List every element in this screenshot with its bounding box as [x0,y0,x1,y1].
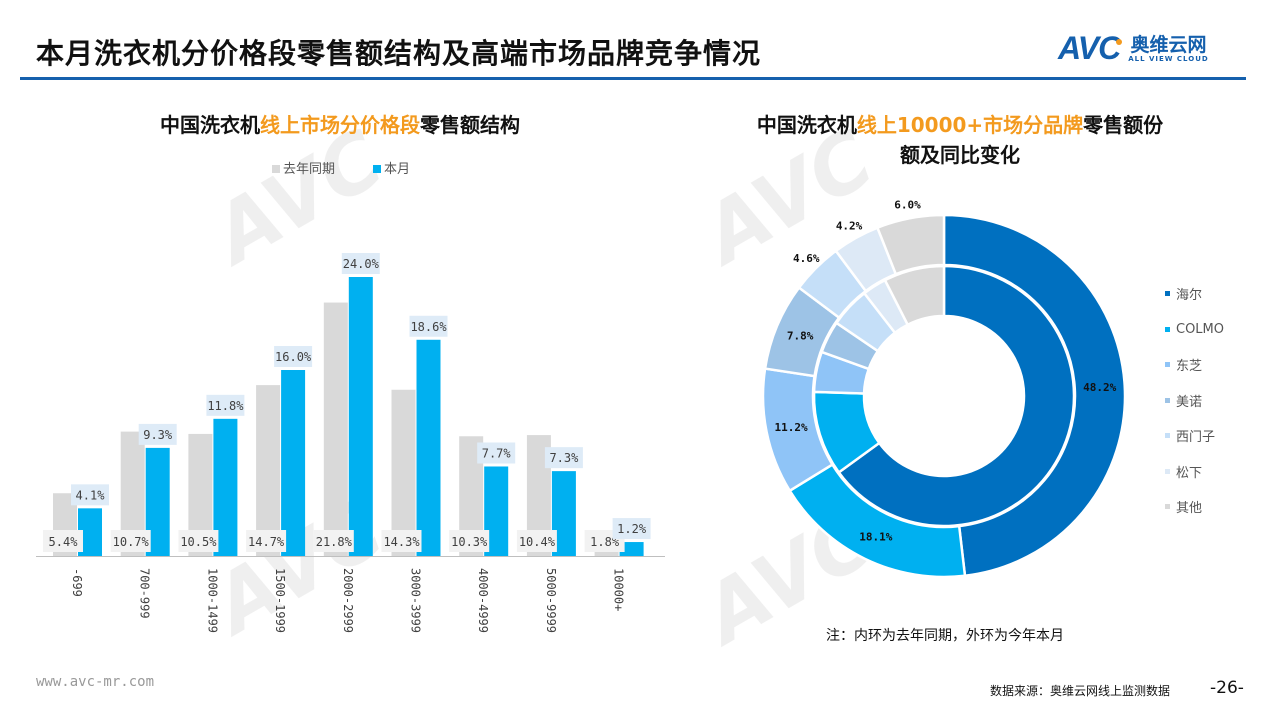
label-box [449,530,490,552]
slice-label: 48.2% [1083,381,1116,394]
x-tick-label: 4000-4999 [476,568,490,633]
data-label-last-year: 1.8% [590,535,620,549]
legend-swatch [1165,468,1170,474]
label-box [43,530,83,552]
x-tick-label: 10000+ [612,568,626,611]
slice-label: 11.2% [775,421,808,434]
legend-item: 美诺 [1165,383,1224,419]
data-label-this-month: 11.8% [207,399,244,413]
legend-label: 西门子 [1176,430,1216,446]
legend-item: 海尔 [1165,276,1224,312]
label-box [544,447,583,469]
x-tick-label: 1000-1499 [205,568,219,633]
chart-note: 注：内环为去年同期，外环为今年本月 [826,628,1064,644]
x-tick-label: 5000-9999 [544,568,558,633]
data-label-this-month: 24.0% [343,257,380,271]
legend-item: 西门子 [1165,418,1224,454]
data-label-this-month: 18.6% [410,320,447,334]
bar-last-year [323,302,348,556]
bar-legend: 去年同期 本月 [272,158,410,177]
bar-last-year [256,385,281,556]
legend-item-last-year: 去年同期 [272,158,335,177]
data-source: 数据来源：奥维云网线上监测数据 [990,684,1171,698]
data-label-last-year: 14.7% [248,535,285,549]
header-divider [20,77,1246,80]
data-label-this-month: 16.0% [275,350,312,364]
legend-swatch [1165,433,1170,439]
label-box [341,253,380,274]
bar-this-month [281,370,306,556]
data-label-last-year: 5.4% [49,535,79,549]
label-box [71,484,109,506]
label-box [206,394,245,416]
legend-swatch [1165,397,1170,403]
bar-this-month [416,339,441,556]
slice-label: 7.8% [787,330,814,343]
label-box [516,530,557,552]
legend-label: 海尔 [1176,288,1203,304]
x-tick-label: 3000-3999 [409,568,423,633]
bar-this-month [348,277,373,556]
outer-slice [875,213,946,276]
legend-item: COLMO [1165,312,1224,348]
legend-swatch [1165,326,1170,332]
legend-item: 其他 [1165,489,1224,525]
data-label-last-year: 10.7% [113,535,150,549]
bar-last-year [391,389,416,556]
slice-label: 18.1% [859,530,892,543]
donut-legend: 海尔 COLMO 东芝美诺西门子松下其他 [1165,276,1224,525]
slice-label: 4.2% [836,220,863,233]
label-box [381,530,422,552]
website-url: www.avc-mr.com [36,674,155,690]
slice-label: 4.6% [793,252,820,265]
legend-swatch [1165,504,1170,510]
data-label-last-year: 14.3% [383,535,420,549]
label-box [178,530,219,552]
label-box [274,346,313,367]
legend-item: 松下 [1165,454,1224,490]
x-tick-label: 700-999 [138,568,152,619]
label-box [313,530,354,552]
data-label-this-month: 1.2% [617,522,647,536]
legend-swatch [1165,291,1170,297]
bar-this-month [619,542,644,556]
page-title: 本月洗衣机分价格段零售额结构及高端市场品牌竞争情况 [36,37,762,70]
data-label-last-year: 21.8% [316,535,353,549]
slice-label: 6.0% [894,198,921,211]
label-box [612,518,651,540]
legend-label: 松下 [1176,465,1203,481]
data-label-this-month: 7.3% [549,451,579,465]
data-label-this-month: 4.1% [76,488,106,502]
label-box [477,442,516,464]
label-box [409,315,448,337]
x-tick-label: 2000-2999 [341,568,355,633]
legend-swatch [1165,362,1170,368]
data-label-last-year: 10.5% [180,535,217,549]
x-tick-label: -699 [70,568,84,597]
legend-item-this-month: 本月 [373,158,410,177]
data-label-this-month: 9.3% [143,428,173,442]
bar-chart-title: 中国洗衣机线上市场分价格段零售额结构 [160,113,520,137]
legend-item: 东芝 [1165,347,1224,383]
data-label-last-year: 10.3% [451,535,488,549]
label-box [246,530,287,552]
data-label-this-month: 7.7% [482,446,512,460]
legend-label: COLMO [1176,321,1225,337]
legend-label: 美诺 [1176,394,1203,410]
outer-slice [942,213,1127,578]
label-box [138,423,177,445]
donut-chart-title: 中国洗衣机线上10000+市场分品牌零售额份 额及同比变化 [756,113,1164,167]
page-number: -26- [1210,678,1244,698]
x-tick-label: 1500-1999 [273,568,287,633]
avc-logo: AVC 奥维云网 ALL VIEW CLOUD [1058,30,1209,66]
legend-label: 其他 [1176,501,1203,517]
label-box [110,530,151,552]
data-label-last-year: 10.4% [519,535,556,549]
legend-label: 东芝 [1176,359,1203,375]
